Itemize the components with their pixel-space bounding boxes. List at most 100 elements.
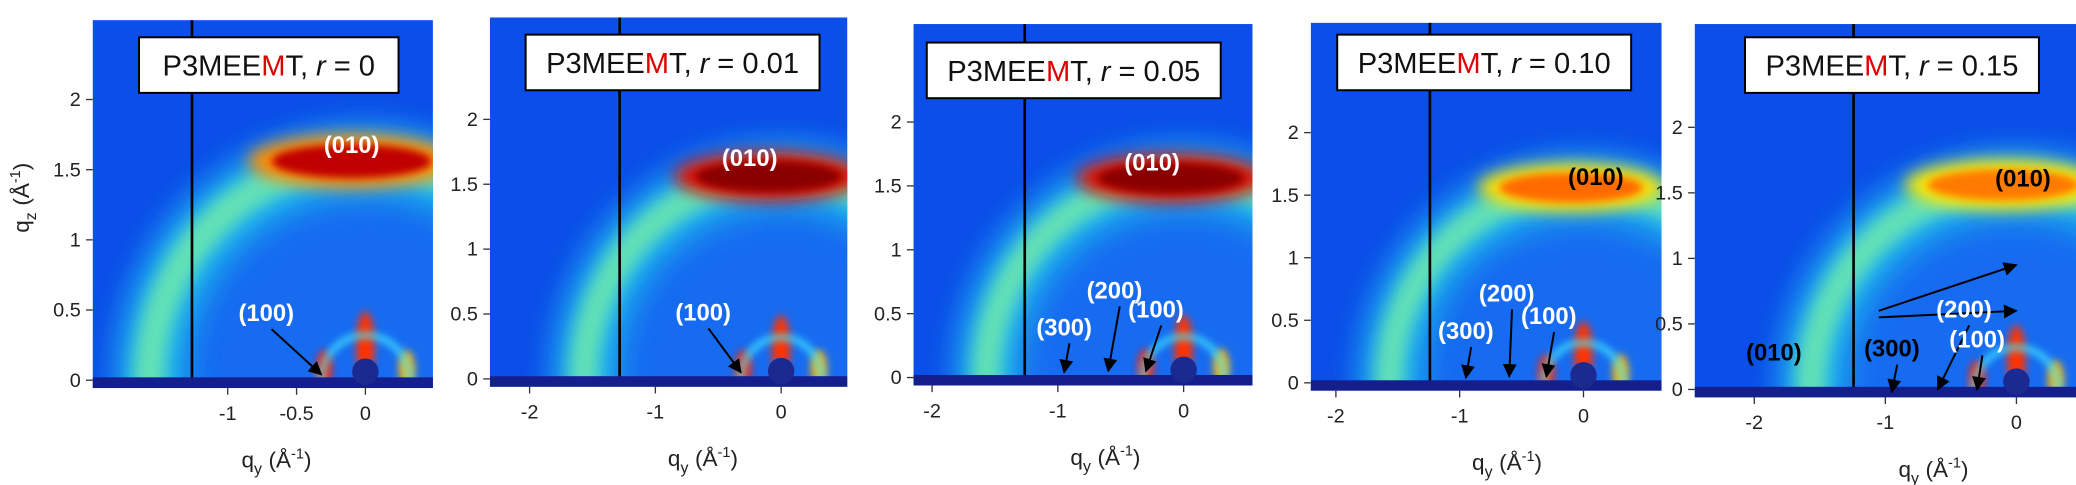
label-base: q xyxy=(1472,450,1485,475)
y-tick-label: 0 xyxy=(70,370,81,392)
panel-label: P3MEEMT, r = 0.05 xyxy=(947,56,1200,88)
peak-label: (100) xyxy=(1949,327,2005,354)
polymer-end: T, xyxy=(1888,51,1911,83)
x-tick-label: -2 xyxy=(1327,406,1345,428)
y-tick-label: 1.5 xyxy=(53,159,81,181)
polymer-start: P3MEE xyxy=(947,56,1046,88)
y-tick-label: 1 xyxy=(70,229,81,251)
label-close: ) xyxy=(1535,450,1543,475)
peak-label: (010) xyxy=(1746,340,1802,367)
polymer-highlight: M xyxy=(261,51,285,83)
polymer-start: P3MEE xyxy=(163,51,262,83)
y-tick-label: 2 xyxy=(1672,117,1683,139)
inner-arc xyxy=(318,332,413,378)
x-tick-label: -1 xyxy=(1049,400,1067,422)
y-tick-label: 0 xyxy=(1672,379,1683,401)
inner-arc xyxy=(1140,334,1227,375)
annotation-arrow xyxy=(1461,346,1475,380)
peak-core xyxy=(695,160,842,193)
value: = 0.15 xyxy=(1937,51,2019,83)
label-close: ) xyxy=(730,446,738,471)
value: = 0.05 xyxy=(1118,56,1200,88)
y-tick-label: 0.5 xyxy=(1655,314,1683,336)
diffuse-halo xyxy=(1020,211,1253,375)
x-tick-label: 0 xyxy=(360,403,371,425)
annotation-arrow xyxy=(1143,325,1163,373)
polymer-end: T, xyxy=(1070,56,1093,88)
y-tick-label: 1 xyxy=(891,239,902,261)
y-tick-label: 1 xyxy=(1288,247,1299,269)
label-sub: y xyxy=(254,461,262,478)
variable: r xyxy=(316,51,327,83)
x-tick-label: -1 xyxy=(219,403,237,425)
label-sup: -1 xyxy=(718,445,731,461)
value: = 0 xyxy=(334,51,375,83)
annotation-arrow xyxy=(707,327,742,374)
annotation-arrow xyxy=(1936,324,1971,391)
x-tick-label: -0.5 xyxy=(279,403,313,425)
beamstop xyxy=(1570,362,1597,389)
peak-label: (010) xyxy=(324,132,380,159)
label-open: (Å xyxy=(269,448,292,473)
label-base: q xyxy=(1898,457,1911,482)
variable: r xyxy=(1101,56,1112,88)
polymer-start: P3MEE xyxy=(1765,51,1864,83)
y-tick-label: 1.5 xyxy=(1271,185,1299,207)
label-sup: -1 xyxy=(8,170,24,183)
y-tick-label: 1.5 xyxy=(874,176,902,198)
label-sub: y xyxy=(1911,470,1919,485)
y-tick-label: 0.5 xyxy=(874,303,902,325)
annotation-arrow xyxy=(1887,364,1902,394)
y-tick-label: 0 xyxy=(891,367,902,389)
y-tick-label: 2 xyxy=(70,89,81,111)
label-base: q xyxy=(1070,445,1083,470)
label-close: ) xyxy=(1961,457,1969,482)
value: = 0.10 xyxy=(1529,48,1611,80)
panel-label: P3MEEMT, r = 0 xyxy=(163,51,375,83)
label-sup: -1 xyxy=(1522,449,1535,465)
peak-label: (300) xyxy=(1864,336,1920,363)
polymer-end: T, xyxy=(285,51,308,83)
peak-label: (010) xyxy=(1124,150,1180,177)
variable: r xyxy=(700,48,711,80)
beamstop xyxy=(352,358,379,386)
label-box xyxy=(524,33,821,92)
x-axis-title: qy (Å-1) xyxy=(241,446,311,478)
annotation-arrow xyxy=(1878,304,2018,319)
horizon-band xyxy=(92,377,433,389)
label-box xyxy=(925,41,1222,100)
y-tick-label: 0 xyxy=(467,368,478,390)
peak-label: (200) xyxy=(1087,277,1143,304)
polymer-highlight: M xyxy=(1864,51,1888,83)
peak-label: (010) xyxy=(1568,164,1624,191)
label-sub: y xyxy=(1485,464,1493,481)
polymer-start: P3MEE xyxy=(1358,48,1457,80)
label-open: (Å xyxy=(1499,450,1522,475)
label-sub: z xyxy=(23,212,40,220)
peak-label: (300) xyxy=(1036,314,1092,341)
panel-label: P3MEEMT, r = 0.10 xyxy=(1358,48,1611,80)
y-tick-label: 1.5 xyxy=(450,174,478,196)
panel-label: P3MEEMT, r = 0.01 xyxy=(546,48,799,80)
y-tick-label: 0.5 xyxy=(1271,310,1299,332)
x-tick-label: -2 xyxy=(521,402,539,424)
x-tick-label: 0 xyxy=(2011,412,2022,434)
x-axis-title: qy (Å-1) xyxy=(1472,449,1542,481)
horizon-band xyxy=(1310,380,1662,391)
label-sup: -1 xyxy=(291,446,304,462)
label-close: ) xyxy=(1133,445,1140,470)
beamstop xyxy=(2003,368,2030,395)
y-tick-label: 1.5 xyxy=(1655,182,1683,204)
label-box xyxy=(1744,36,2040,94)
annotation-arrow xyxy=(1502,309,1517,378)
horizon-band xyxy=(1694,386,2076,398)
x-axis-title: qy (Å-1) xyxy=(668,445,738,477)
label-close: ) xyxy=(304,448,312,473)
x-tick-label: -2 xyxy=(923,400,941,422)
y-axis-title: qz (Å-1) xyxy=(8,163,40,233)
peak-label: (010) xyxy=(722,145,778,172)
variable: r xyxy=(1919,51,1930,83)
